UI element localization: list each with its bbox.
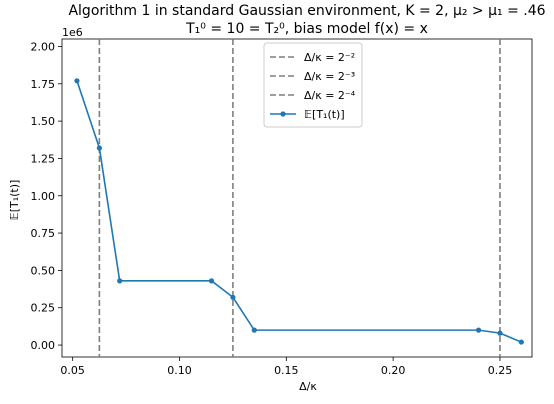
data-point [96, 145, 102, 151]
chart-title-line1: Algorithm 1 in standard Gaussian environ… [68, 3, 545, 19]
y-tick-label: 1.75 [31, 78, 56, 91]
legend-vline-label: Δ/κ = 2⁻⁴ [304, 89, 356, 102]
legend-vline-label: Δ/κ = 2⁻² [304, 51, 355, 64]
data-point [117, 278, 123, 284]
chart-title-line2: T₁⁰ = 10 = T₂⁰, bias model f(x) = x [185, 21, 428, 37]
x-axis-label: Δ/κ [299, 380, 317, 393]
y-tick-label: 0.25 [31, 302, 56, 315]
y-axis-label: 𝔼[T₁(t)] [8, 180, 21, 221]
data-point [518, 339, 524, 345]
y-tick-label: 1.25 [31, 152, 56, 165]
legend-series-marker [280, 111, 286, 117]
axes-frame [61, 38, 533, 358]
y-tick-label: 0.75 [31, 227, 56, 240]
data-point [497, 330, 503, 336]
y-tick-label: 0.00 [31, 339, 56, 352]
data-point [74, 78, 80, 84]
x-tick-label: 0.05 [60, 364, 85, 377]
legend-box [263, 42, 363, 128]
legend-vline-label: Δ/κ = 2⁻³ [304, 70, 355, 83]
y-tick-label: 2.00 [31, 40, 56, 53]
x-tick-label: 0.15 [274, 364, 299, 377]
legend-series-label: 𝔼[T₁(t)] [304, 108, 345, 121]
legend: Δ/κ = 2⁻² Δ/κ = 2⁻³ Δ/κ = 2⁻⁴ 𝔼[T₁(t)] [263, 42, 363, 128]
data-point [230, 294, 236, 300]
y-scale-label: 1e6 [62, 26, 83, 39]
x-tick-label: 0.25 [488, 364, 513, 377]
data-point [251, 327, 257, 333]
x-tick-label: 0.10 [167, 364, 192, 377]
chart-title: Algorithm 1 in standard Gaussian environ… [68, 3, 545, 37]
x-tick-label: 0.20 [381, 364, 406, 377]
plot-area: 0.05 0.10 0.15 0.20 0.25 0.00 0.25 0.50 0.75 1.00… [31, 38, 533, 377]
y-tick-label: 1.50 [31, 115, 56, 128]
data-point [475, 327, 482, 333]
y-tick-label: 0.50 [31, 264, 56, 277]
y-tick-label: 1.00 [31, 190, 56, 203]
data-point [208, 278, 215, 284]
